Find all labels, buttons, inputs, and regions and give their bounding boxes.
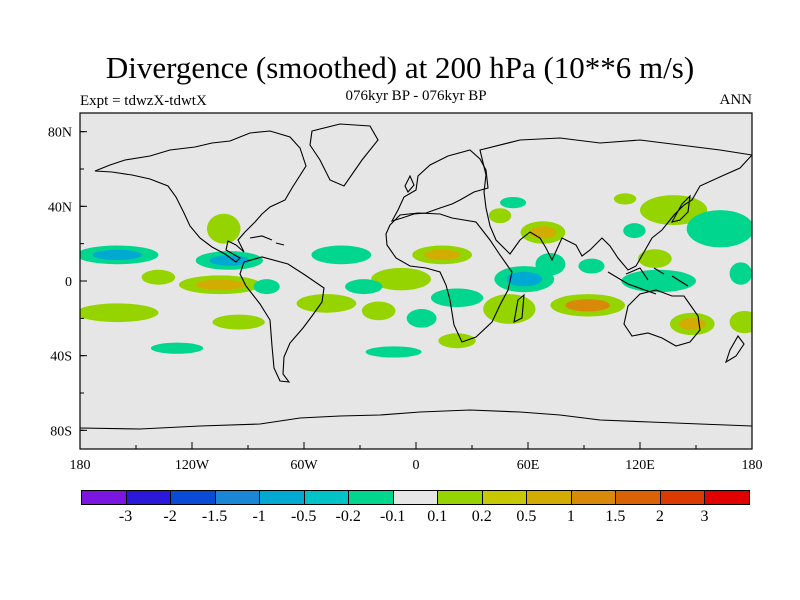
lon-tick-label: 0 — [413, 458, 420, 473]
negative-anomaly-2 — [621, 269, 697, 293]
coastline-new-zealand — [725, 335, 745, 364]
lat-tick-label: 0 — [65, 275, 72, 290]
coastline-uk — [404, 174, 415, 193]
experiment-label: Expt = tdwzX-tdwtX — [80, 93, 207, 109]
colorbar-label: -0.2 — [335, 508, 361, 525]
colorbar-box — [526, 490, 572, 505]
negative-anomaly-16 — [578, 258, 605, 274]
positive-anomaly-core-2 — [565, 299, 611, 312]
coastline-antarctica — [80, 409, 752, 430]
positive-anomaly-8 — [361, 301, 396, 321]
coastline-australia — [623, 289, 701, 347]
lon-tick-label: 60W — [290, 458, 318, 473]
positive-anomaly-17 — [729, 310, 752, 334]
colorbar-box — [214, 490, 261, 505]
contour-fields — [80, 193, 752, 358]
positive-anomaly-18 — [613, 193, 637, 205]
coastline-north-america — [94, 130, 307, 263]
coastline-asia — [479, 137, 752, 271]
colorbar-label: -2 — [163, 508, 177, 525]
colorbar-label: -0.5 — [290, 508, 317, 525]
negative-anomaly-core-0 — [506, 271, 543, 287]
colorbar-label: 0.2 — [471, 508, 492, 525]
colorbar-label: -1.5 — [201, 508, 228, 525]
positive-anomaly-core-0 — [529, 226, 557, 239]
lon-tick-label: 180 — [70, 458, 91, 473]
lon-tick-label: 60E — [517, 458, 540, 473]
colorbar-label: 1.5 — [605, 508, 626, 525]
negative-anomaly-9 — [430, 288, 484, 308]
map-subtitle: 076kyr BP - 076kyr BP — [345, 88, 487, 104]
colorbar-box — [81, 490, 127, 505]
colorbar-label: -1 — [252, 508, 266, 525]
colorbar-box — [125, 490, 172, 505]
colorbar-label: -0.1 — [380, 508, 406, 525]
negative-anomaly-7 — [311, 245, 372, 265]
colorbar-box — [259, 490, 305, 505]
coastline-africa — [385, 212, 513, 343]
colorbar-label: -3 — [118, 508, 133, 525]
negative-anomaly-1 — [535, 253, 566, 276]
coastline-south-america — [239, 256, 325, 383]
season-label: ANN — [719, 92, 753, 108]
negative-anomaly-11 — [253, 279, 280, 295]
colorbar-box — [570, 490, 617, 505]
positive-anomaly-16 — [488, 208, 512, 224]
colorbar-box — [615, 490, 661, 505]
colorbar-label: 0.1 — [427, 508, 448, 525]
colorbar-box — [170, 490, 216, 505]
negative-anomaly-8 — [345, 279, 383, 295]
positive-anomaly-core-5 — [678, 317, 706, 331]
lat-tick-label: 80N — [48, 126, 72, 141]
negative-anomaly-10 — [406, 309, 437, 328]
colorbar-box — [303, 490, 350, 505]
map-frame — [79, 112, 753, 450]
colorbar-label: 2 — [655, 508, 664, 525]
colorbar-label: 0.5 — [516, 508, 537, 525]
colorbar-box — [437, 490, 483, 505]
positive-anomaly-1 — [483, 294, 536, 324]
negative-anomaly-4 — [729, 262, 752, 285]
negative-anomaly-14 — [499, 197, 527, 209]
map-axes: 80N 40N 0 40S 80S 180 120W 60W 0 60E 120E 180 — [48, 126, 763, 473]
positive-anomaly-14 — [296, 294, 357, 313]
coastline-madagascar — [513, 293, 525, 323]
colorbar-box — [659, 490, 706, 505]
colorbar-label: 1 — [566, 508, 575, 525]
colorbar-box — [704, 490, 750, 505]
colorbar-box — [481, 490, 528, 505]
lon-tick-label: 120W — [175, 458, 210, 473]
positive-anomaly-4 — [640, 195, 708, 225]
coastline-indonesia — [607, 267, 689, 295]
positive-anomaly-12 — [206, 213, 241, 244]
negative-anomaly-core-5 — [92, 249, 142, 260]
negative-anomaly-12 — [365, 346, 422, 358]
negative-anomaly-3 — [686, 210, 752, 248]
coastline-greenland — [309, 123, 379, 187]
positive-anomaly-core-9 — [195, 279, 245, 290]
coastline-japan — [670, 194, 691, 223]
lon-tick-label: 180 — [742, 458, 763, 473]
positive-anomaly-7 — [371, 267, 431, 291]
map-title: Divergence (smoothed) at 200 hPa (10**6 … — [105, 50, 695, 85]
coastline-caribbean — [249, 235, 285, 246]
positive-anomaly-core-6 — [424, 249, 461, 260]
positive-anomaly-13 — [141, 269, 176, 285]
positive-anomaly-15 — [438, 333, 476, 349]
negative-anomaly-13 — [150, 342, 204, 354]
positive-anomaly-3 — [638, 249, 672, 268]
lon-tick-label: 120E — [625, 458, 655, 473]
lat-tick-label: 40N — [48, 200, 72, 215]
positive-anomaly-10 — [80, 303, 159, 323]
coastlines — [80, 123, 752, 430]
negative-anomaly-15 — [623, 223, 646, 239]
colorbar-label: 3 — [700, 508, 709, 525]
positive-anomaly-11 — [212, 314, 265, 330]
lat-tick-label: 40S — [50, 350, 72, 365]
lat-tick-label: 80S — [50, 424, 72, 439]
colorbar-box — [348, 490, 394, 505]
colorbar-box — [392, 490, 439, 505]
